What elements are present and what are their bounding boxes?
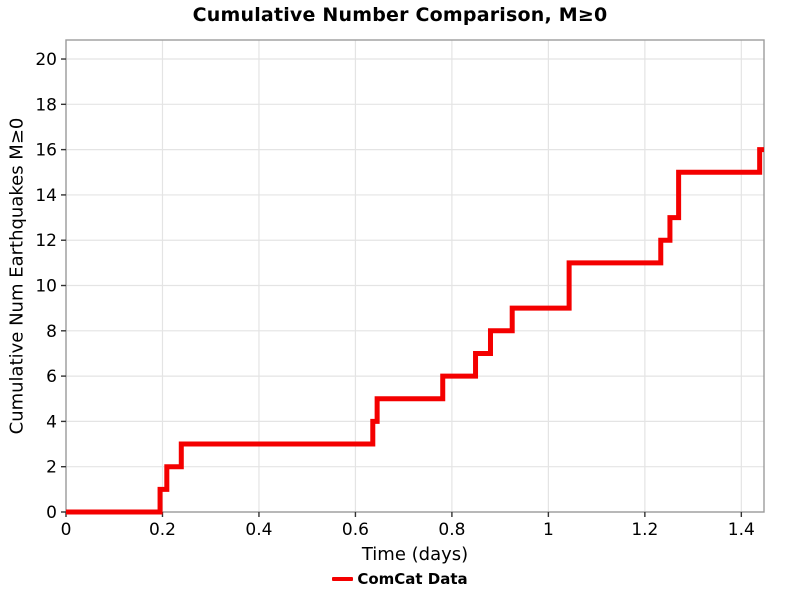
x-tick-label: 0 (61, 520, 72, 540)
x-tick-label: 0.6 (342, 520, 369, 540)
x-tick-label: 1.4 (728, 520, 755, 540)
y-tick-label: 10 (35, 277, 57, 297)
y-tick-label: 2 (46, 458, 57, 478)
y-axis-label: Cumulative Num Earthquakes M≥0 (6, 117, 28, 435)
y-tick-label: 4 (46, 412, 57, 432)
y-tick-label: 8 (46, 322, 57, 342)
y-tick-label: 6 (46, 367, 57, 387)
data-series-line (66, 147, 764, 515)
legend: ComCat Data (0, 570, 800, 588)
x-tick-label: 1 (543, 520, 554, 540)
axes-spines (65, 39, 765, 513)
chart-title: Cumulative Number Comparison, M≥0 (192, 4, 608, 26)
legend-label: ComCat Data (357, 570, 468, 588)
x-axis-label: Time (days) (361, 544, 469, 565)
x-tick-label: 0.2 (149, 520, 176, 540)
x-tick-label: 0.4 (245, 520, 272, 540)
y-tick-label: 20 (35, 50, 57, 70)
legend-line-swatch (332, 577, 354, 581)
x-tick-label: 0.8 (438, 520, 465, 540)
y-tick-label: 14 (35, 186, 57, 206)
y-tick-label: 18 (35, 95, 57, 115)
y-tick-label: 12 (35, 231, 57, 251)
y-tick-label: 0 (46, 503, 57, 523)
x-tick-label: 1.2 (631, 520, 658, 540)
y-tick-label: 16 (35, 141, 57, 161)
